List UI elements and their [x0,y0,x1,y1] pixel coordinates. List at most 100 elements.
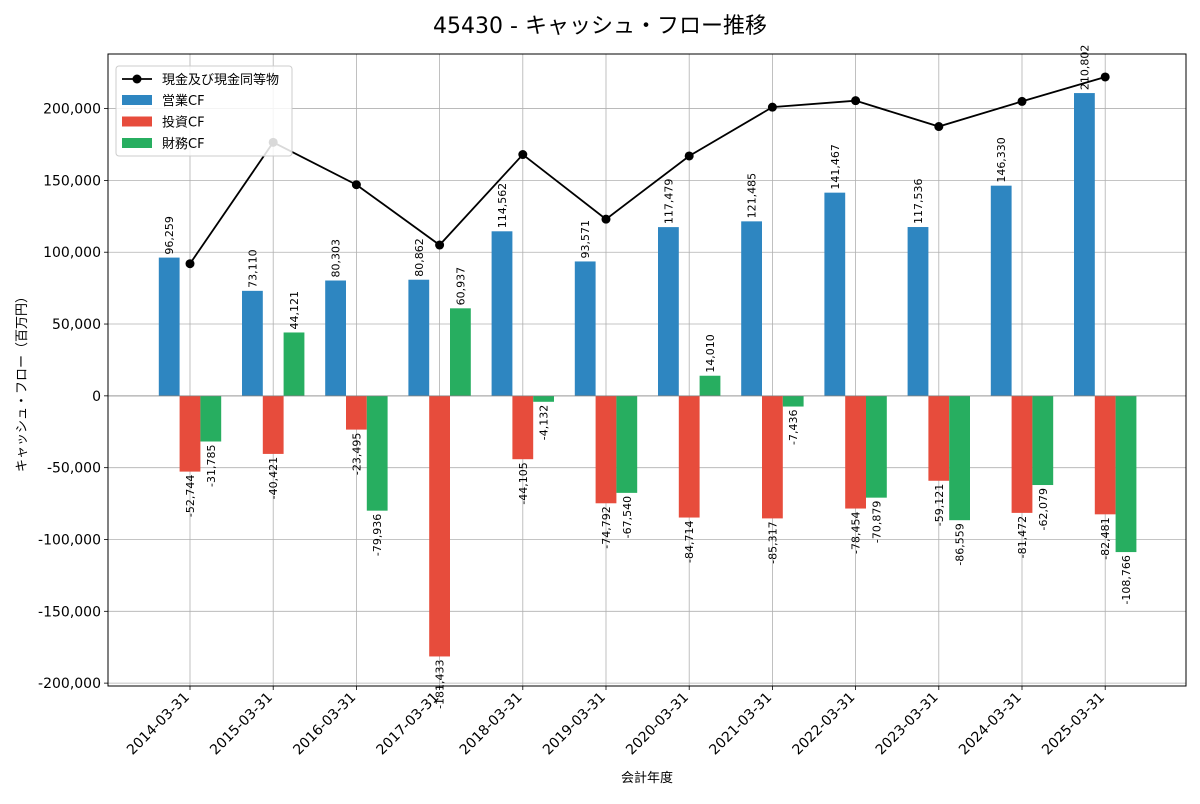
bar-財務CF [782,395,804,407]
bar-value-label: 117,536 [912,179,925,225]
bar-財務CF [450,308,471,396]
legend-swatch [122,116,152,127]
cash-line-point [435,240,445,250]
y-tick-label: 50,000 [52,317,101,333]
bar-財務CF [200,395,222,442]
legend-line-marker [132,74,142,84]
legend-swatch [122,95,152,105]
x-tick-label: 2020-03-31 [623,690,692,759]
bar-value-label: -70,879 [870,501,883,543]
bar-value-label: 80,303 [330,239,343,278]
cash-line-point [851,96,861,106]
bar-value-label: -7,436 [787,410,800,445]
cash-line [189,76,1106,265]
bar-value-label: -86,559 [954,523,967,565]
cash-line-point [185,259,195,269]
cash-line-point [767,102,777,112]
bar-value-label: -181,433 [434,659,447,708]
legend-swatch [122,138,152,148]
bar-投資CF [262,395,284,454]
bar-営業CF [242,290,263,396]
x-tick-label: 2018-03-31 [457,690,526,759]
bar-財務CF [1115,395,1137,553]
bar-営業CF [491,231,513,396]
x-tick-label: 2017-03-31 [374,690,443,759]
x-tick-label: 2024-03-31 [956,690,1025,759]
y-tick-label: -150,000 [38,604,101,620]
bar-営業CF [658,227,679,396]
bar-投資CF [1094,395,1116,515]
bar-投資CF [512,395,534,460]
bars-group [158,93,1137,657]
bar-財務CF [616,395,638,493]
plot-frame [107,53,1187,687]
bar-財務CF [533,395,554,402]
bar-value-label: 141,467 [829,144,842,190]
bar-value-label: 96,259 [163,216,176,255]
bar-value-label: 146,330 [995,137,1008,182]
bar-value-label: 117,479 [662,179,675,225]
bar-value-label: 80,862 [413,238,426,277]
chart-title: 45430 - キャッシュ・フロー推移 [433,14,767,39]
bar-投資CF [928,395,950,481]
bar-財務CF [949,395,970,521]
legend-entry: 営業CF [162,93,205,109]
bar-value-label: 44,121 [288,291,301,330]
bar-value-label: 93,571 [579,220,592,259]
bar-営業CF [325,280,346,396]
cash-line-point [1017,96,1027,106]
legend-entry-cash: 現金及び現金同等物 [162,72,279,88]
bar-投資CF [179,395,201,472]
cash-line-point [601,214,611,224]
y-tick-label: -200,000 [38,676,101,692]
cash-line-point [351,180,361,190]
bar-value-label: -40,421 [267,457,280,499]
cash-line-point [684,151,694,161]
cash-line-point [934,122,944,132]
bar-投資CF [346,395,367,430]
bar-投資CF [845,395,866,509]
y-tick-label: -50,000 [47,461,101,477]
bar-value-label: -67,540 [621,496,634,538]
x-tick-label: 2023-03-31 [873,690,942,759]
bar-value-label: 60,937 [454,267,467,306]
bar-value-label: -23,495 [350,433,363,475]
legend-box [115,65,293,157]
bar-value-label: -84,714 [683,521,696,563]
bar-財務CF [283,332,305,396]
y-tick-label: 0 [92,389,101,405]
x-tick-label: 2025-03-31 [1039,690,1108,759]
bar-財務CF [1032,395,1054,486]
bar-営業CF [907,227,929,396]
legend-entry: 財務CF [162,137,205,152]
bar-value-label: -44,105 [517,462,530,504]
x-tick-label: 2015-03-31 [207,690,276,759]
y-tick-label: 150,000 [43,173,101,189]
bar-投資CF [678,395,700,518]
bar-value-label: -62,079 [1037,488,1050,530]
bar-財務CF [866,395,887,498]
bar-value-label: -4,132 [538,405,551,440]
x-tick-label: 2016-03-31 [290,690,359,759]
bar-営業CF [990,185,1012,396]
bar-value-label: -79,936 [371,514,384,556]
bar-value-label: -78,454 [850,512,863,554]
bar-投資CF [429,395,450,657]
bar-営業CF [574,261,596,396]
bar-value-label: 121,485 [746,173,759,219]
cash-line-point [1100,72,1110,82]
y-tick-label: 100,000 [43,245,101,261]
bar-営業CF [408,279,430,396]
bar-投資CF [1011,395,1033,513]
bar-投資CF [595,395,617,504]
bar-value-label: -31,785 [205,445,218,487]
bar-営業CF [158,257,180,396]
bar-value-label: -59,121 [933,484,946,526]
bar-財務CF [366,395,388,511]
bar-value-label: -85,317 [766,521,779,563]
bar-value-label: 210,802 [1078,45,1091,91]
y-tick-label: -100,000 [38,532,101,548]
bar-財務CF [699,375,721,396]
